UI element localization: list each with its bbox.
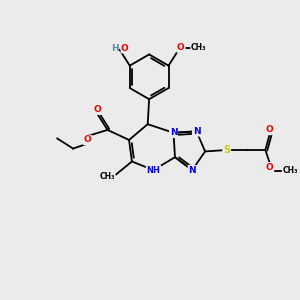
Text: CH₃: CH₃ bbox=[99, 172, 115, 181]
Text: NH: NH bbox=[146, 166, 161, 175]
Text: O: O bbox=[121, 44, 129, 53]
Text: O: O bbox=[84, 136, 91, 145]
Text: CH₃: CH₃ bbox=[283, 167, 298, 176]
Text: O: O bbox=[266, 163, 274, 172]
Text: N: N bbox=[170, 128, 177, 137]
Text: O: O bbox=[177, 43, 185, 52]
Text: S: S bbox=[223, 145, 230, 155]
Text: CH₃: CH₃ bbox=[191, 43, 206, 52]
Text: N: N bbox=[188, 166, 196, 175]
Text: H: H bbox=[111, 44, 119, 53]
Text: N: N bbox=[193, 127, 200, 136]
Text: O: O bbox=[94, 105, 101, 114]
Text: O: O bbox=[266, 125, 274, 134]
